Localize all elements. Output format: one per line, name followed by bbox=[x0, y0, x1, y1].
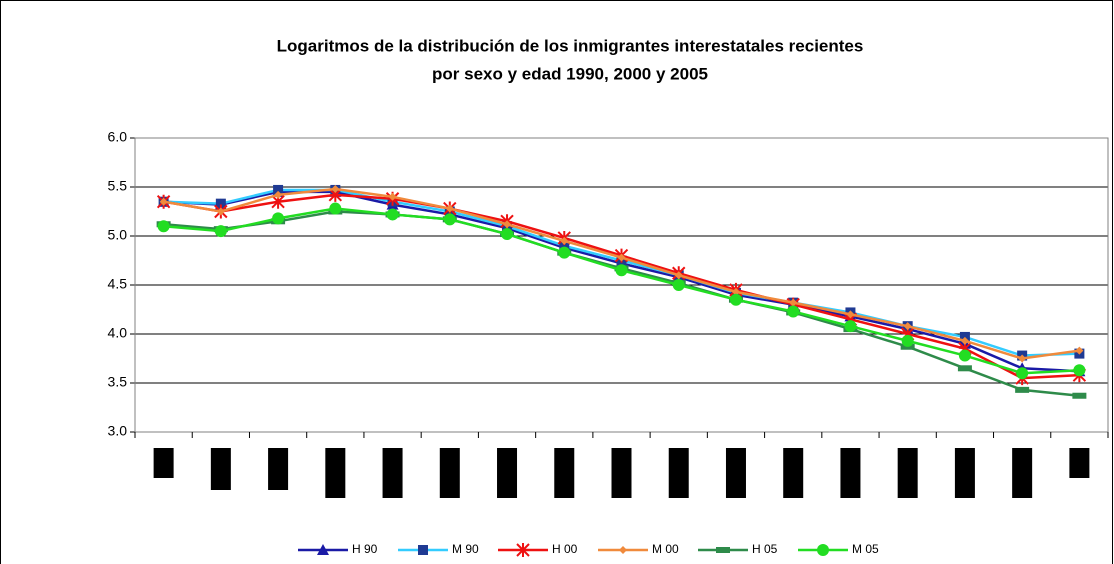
marker bbox=[901, 334, 914, 347]
marker bbox=[1018, 354, 1027, 363]
marker bbox=[617, 253, 626, 262]
marker bbox=[516, 543, 530, 557]
marker bbox=[958, 349, 971, 362]
marker bbox=[331, 184, 340, 193]
x-tick-label bbox=[554, 448, 575, 498]
x-tick-label bbox=[668, 448, 689, 498]
marker bbox=[215, 198, 226, 209]
marker bbox=[1016, 367, 1029, 380]
marker bbox=[388, 192, 397, 201]
x-tick-label bbox=[153, 448, 174, 478]
marker bbox=[274, 190, 283, 199]
marker bbox=[503, 220, 512, 229]
marker bbox=[560, 236, 569, 245]
marker bbox=[846, 310, 855, 319]
chart-title: Logaritmos de la distribución de los inm… bbox=[277, 36, 864, 55]
marker bbox=[903, 322, 912, 331]
x-tick-label bbox=[897, 448, 918, 498]
marker bbox=[1015, 386, 1030, 393]
x-tick-label bbox=[1069, 448, 1090, 478]
marker bbox=[619, 546, 627, 554]
x-tick-label bbox=[325, 448, 346, 498]
marker bbox=[672, 279, 685, 291]
marker bbox=[216, 207, 225, 216]
x-tick-label bbox=[611, 448, 632, 498]
y-tick-label: 6.0 bbox=[108, 129, 128, 145]
marker bbox=[731, 287, 740, 296]
x-tick-label bbox=[1012, 448, 1033, 498]
y-tick-label: 3.5 bbox=[108, 374, 128, 390]
y-tick-label: 5.5 bbox=[108, 178, 128, 194]
x-tick-label bbox=[725, 448, 746, 498]
legend-label: H 00 bbox=[552, 542, 578, 556]
marker bbox=[716, 547, 730, 553]
y-tick-label: 5.0 bbox=[108, 227, 128, 243]
marker bbox=[329, 202, 342, 215]
x-tick-label bbox=[382, 448, 403, 498]
marker bbox=[443, 213, 456, 226]
legend-label: H 90 bbox=[352, 542, 378, 556]
marker bbox=[1073, 364, 1086, 377]
marker bbox=[214, 225, 227, 238]
marker bbox=[1075, 346, 1084, 355]
legend-label: M 00 bbox=[652, 542, 679, 556]
x-tick-label bbox=[954, 448, 975, 498]
plot-area bbox=[134, 137, 1109, 433]
legend-label: M 90 bbox=[452, 542, 479, 556]
marker bbox=[957, 365, 972, 372]
marker bbox=[418, 545, 428, 555]
y-tick-label: 4.5 bbox=[108, 276, 128, 292]
y-tick-label: 4.0 bbox=[108, 325, 128, 341]
x-tick-label bbox=[497, 448, 518, 498]
marker bbox=[386, 208, 399, 221]
x-tick-label bbox=[783, 448, 804, 498]
chart-title: por sexo y edad 1990, 2000 y 2005 bbox=[432, 64, 708, 83]
marker bbox=[817, 544, 829, 556]
legend-label: M 05 bbox=[852, 542, 879, 556]
legend-label: H 05 bbox=[752, 542, 778, 556]
x-tick-label bbox=[840, 448, 861, 498]
marker bbox=[559, 240, 570, 251]
x-tick-label bbox=[210, 448, 231, 490]
marker bbox=[558, 246, 571, 259]
marker bbox=[272, 212, 285, 225]
marker bbox=[674, 271, 683, 280]
marker bbox=[960, 336, 969, 345]
marker bbox=[787, 305, 800, 318]
marker bbox=[501, 228, 514, 241]
marker bbox=[1072, 392, 1087, 399]
marker bbox=[273, 184, 284, 195]
x-tick-label bbox=[439, 448, 460, 498]
marker bbox=[844, 320, 857, 333]
x-tick-label bbox=[268, 448, 289, 490]
marker bbox=[729, 293, 742, 306]
marker bbox=[159, 197, 168, 206]
marker bbox=[317, 544, 329, 555]
y-tick-label: 3.0 bbox=[108, 423, 128, 439]
marker bbox=[157, 220, 170, 233]
marker bbox=[615, 264, 628, 277]
marker bbox=[789, 298, 798, 307]
marker bbox=[445, 204, 454, 213]
